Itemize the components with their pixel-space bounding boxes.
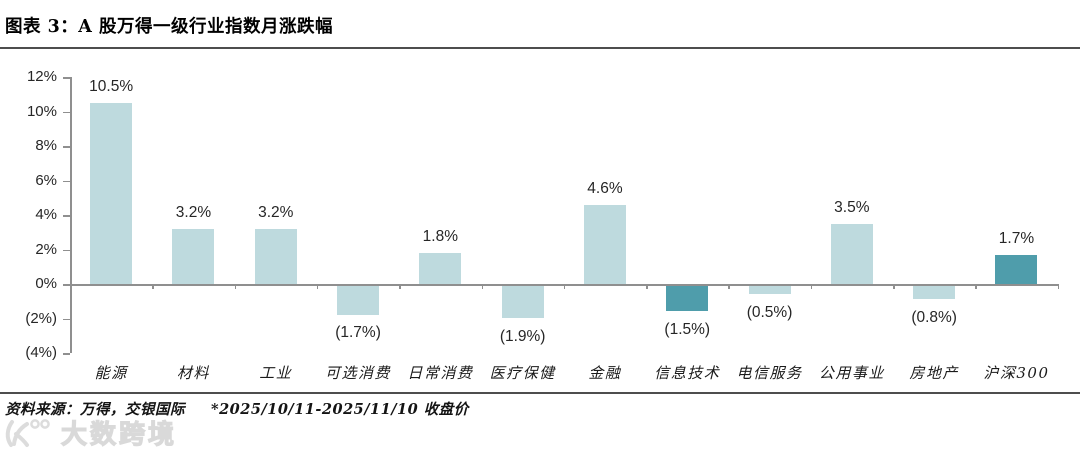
category-label: 金融: [588, 364, 622, 382]
x-axis-tick: [481, 284, 483, 289]
figure-title: 图表 3：A 股万得一级行业指数月涨跌幅: [5, 17, 333, 37]
category-label: 能源: [94, 364, 128, 382]
x-axis-tick: [399, 284, 401, 289]
value-label: (1.5%): [664, 320, 711, 338]
bar: [995, 254, 1038, 284]
y-tick-label: 10%: [26, 102, 57, 120]
category-label: 日常消费: [407, 364, 474, 382]
category-label: 电信服务: [736, 364, 803, 382]
x-axis-tick: [1057, 284, 1060, 289]
x-axis-tick: [234, 284, 237, 289]
y-tick-label: 2%: [35, 240, 57, 258]
source-text: 资料来源：万得，交银国际: [5, 401, 185, 418]
y-axis-tick: [63, 353, 70, 355]
x-axis-tick: [563, 284, 566, 289]
y-axis-tick: [63, 284, 70, 286]
category-label: 可选消费: [325, 364, 392, 382]
bar: [254, 228, 297, 284]
bar: [748, 285, 791, 295]
title-divider: [0, 47, 1080, 49]
bar: [583, 204, 626, 284]
y-axis-line: [70, 77, 72, 353]
category-label: 房地产: [909, 364, 959, 382]
bar: [419, 252, 462, 284]
value-label: 1.7%: [998, 229, 1035, 247]
x-axis-tick: [646, 284, 648, 289]
y-axis-tick: [63, 215, 70, 217]
x-axis-tick: [316, 284, 319, 289]
y-axis-tick: [63, 180, 70, 182]
y-tick-label: (4%): [25, 344, 57, 361]
y-tick-label: 0%: [35, 275, 57, 292]
bar: [666, 285, 709, 312]
source-note: 资料来源：万得，交银国际 *2025/10/11-2025/11/10 收盘价: [5, 398, 469, 419]
value-label: 3.5%: [834, 198, 870, 216]
y-axis-tick: [63, 77, 70, 79]
x-axis-tick: [728, 284, 730, 289]
bar: [501, 285, 544, 319]
value-label: (0.8%): [911, 308, 957, 326]
footer-divider: [0, 392, 1080, 394]
value-label: 10.5%: [89, 77, 134, 95]
bar: [90, 102, 133, 284]
x-axis-tick: [152, 284, 154, 289]
value-label: 3.2%: [175, 203, 212, 221]
y-axis-tick: [63, 111, 70, 113]
y-tick-label: 6%: [35, 171, 57, 189]
y-axis-tick: [63, 249, 70, 251]
value-label: 4.6%: [587, 179, 623, 197]
category-label: 沪深300: [983, 364, 1050, 382]
y-tick-label: 4%: [35, 206, 57, 223]
y-tick-label: (2%): [25, 309, 57, 327]
value-label: 1.8%: [422, 227, 459, 245]
bar: [337, 285, 380, 315]
bar: [913, 285, 956, 300]
y-axis-tick: [63, 146, 70, 148]
date-note: *2025/10/11-2025/11/10 收盘价: [211, 401, 469, 418]
category-label: 材料: [176, 364, 210, 382]
y-axis-tick: [63, 318, 70, 320]
x-axis-tick: [70, 284, 72, 289]
bar: [172, 228, 215, 284]
value-label: (0.5%): [746, 303, 793, 321]
watermark: 大数跨境: [3, 414, 177, 449]
bar: [830, 223, 873, 284]
category-label: 医疗保健: [489, 364, 556, 382]
value-label: (1.9%): [499, 327, 546, 345]
x-axis-tick: [893, 284, 895, 289]
y-tick-label: 12%: [26, 68, 57, 85]
x-axis-tick: [810, 284, 813, 289]
category-label: 信息技术: [654, 364, 721, 382]
value-label: (1.7%): [335, 324, 381, 342]
x-axis-tick: [975, 284, 977, 289]
category-label: 工业: [259, 364, 293, 382]
y-tick-label: 8%: [35, 137, 57, 154]
value-label: 3.2%: [258, 203, 294, 221]
watermark-logo: [5, 418, 50, 447]
watermark-text: 大数跨境: [60, 418, 178, 449]
category-label: 公用事业: [818, 364, 885, 382]
